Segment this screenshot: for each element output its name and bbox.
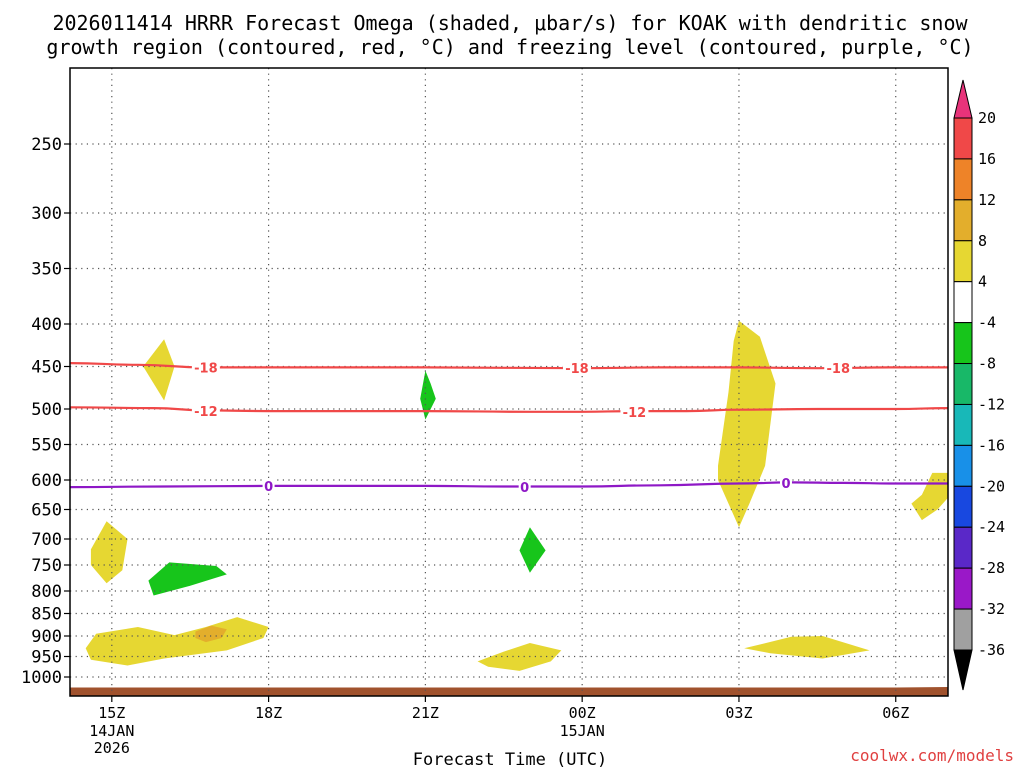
source-credit: coolwx.com/models [850, 746, 1014, 765]
x-axis-label: Forecast Time (UTC) [413, 750, 607, 768]
colorbar-label: -28 [978, 559, 1005, 577]
y-tick-label: 600 [31, 471, 62, 491]
colorbar-label: -24 [978, 518, 1005, 536]
omega-pos-8-12 [195, 625, 227, 643]
freezing-level-label: 0 [781, 477, 790, 492]
omega-neg-4-8 [148, 562, 227, 596]
omega-neg-4-8 [519, 527, 546, 573]
colorbar-label: 12 [978, 191, 996, 209]
colorbar-segment [953, 117, 973, 160]
dgz-minus-18-label: -18 [565, 362, 589, 377]
omega-pos-4-8 [143, 339, 175, 401]
colorbar-segment [953, 608, 973, 651]
colorbar-label: -4 [978, 314, 996, 332]
omega-pos-4-8 [718, 320, 776, 528]
y-tick-label: 700 [31, 530, 62, 550]
dgz-minus-12-label-bg [620, 404, 649, 419]
colorbar-label: -12 [978, 395, 1005, 413]
colorbar-label: 8 [978, 232, 987, 250]
omega-pos-4-8 [744, 636, 870, 659]
x-tick-label: 18Z [255, 704, 282, 722]
y-tick-label: 800 [31, 582, 62, 602]
dgz-minus-12-label: -12 [194, 405, 218, 420]
colorbar-segment [953, 363, 973, 405]
omega-neg-4-8 [420, 370, 436, 420]
colorbar-label: -20 [978, 477, 1005, 495]
omega-pos-4-8 [911, 472, 948, 521]
plot-contents: -18 -18 -18 -12 -12 0 0 0 [70, 68, 948, 696]
x-tick-label: 15Z [98, 704, 125, 722]
colorbar-segment [953, 403, 973, 446]
colorbar-segment [953, 240, 973, 283]
colorbar-segment [953, 158, 973, 201]
dgz-minus-18-label: -18 [194, 361, 218, 376]
x-tick-label: 21Z [412, 704, 439, 722]
y-tick-label: 450 [31, 358, 62, 378]
colorbar-label: -8 [978, 355, 996, 373]
freezing-level-label-bg [262, 478, 275, 493]
y-tick-label: 900 [31, 627, 62, 647]
colorbar-top-arrow [953, 79, 973, 119]
colorbar-label: 4 [978, 273, 987, 291]
x-tick-sublabel: 14JAN [89, 722, 134, 740]
x-tick-label: 00Z [569, 704, 596, 722]
plot-frame [69, 67, 949, 697]
colorbar-segment [953, 444, 973, 487]
omega-pos-4-8 [85, 617, 269, 666]
freezing-level-label: 0 [264, 480, 273, 495]
colorbar-segment [953, 526, 973, 569]
y-tick-label: 950 [31, 648, 62, 668]
colorbar-segment [953, 567, 973, 610]
y-tick-label: 850 [31, 605, 62, 625]
x-tick-label: 06Z [882, 704, 909, 722]
y-tick-label: 300 [31, 204, 62, 224]
colorbar-segment [953, 199, 973, 242]
y-tick-label: 500 [31, 400, 62, 420]
colorbar-segment [953, 485, 973, 528]
x-tick-sublabel: 15JAN [560, 722, 605, 740]
y-tick-label: 550 [31, 436, 62, 456]
colorbar-label: -16 [978, 436, 1005, 454]
y-tick-label: 350 [31, 260, 62, 280]
colorbar-label: -36 [978, 641, 1005, 659]
chart-title-line-2: growth region (contoured, red, °C) and f… [46, 35, 973, 59]
x-tick-sublabel: 2026 [94, 739, 130, 757]
colorbar-label: -32 [978, 600, 1005, 618]
y-tick-label: 650 [31, 501, 62, 521]
omega-pos-4-8 [90, 521, 128, 584]
y-tick-label: 400 [31, 315, 62, 335]
dgz-minus-18-label-bg [191, 360, 220, 375]
colorbar-segment [953, 281, 973, 324]
dgz-minus-12-label: -12 [623, 406, 647, 421]
chart-title-line-1: 2026011414 HRRR Forecast Omega (shaded, … [52, 11, 968, 35]
plot-area: -18 -18 -18 -12 -12 0 0 0 250 300 350 400 450 500 550 6… [21, 67, 949, 757]
dgz-minus-18-label-bg [824, 361, 853, 376]
dgz-minus-18-label-bg [562, 361, 591, 376]
colorbar-label: 20 [978, 109, 996, 127]
colorbar-bottom-arrow [953, 649, 973, 691]
colorbar-segment [953, 322, 973, 365]
x-tick-label: 03Z [725, 704, 752, 722]
colorbar: 20 16 12 8 4 -4 -8 -12 -16 -20 -24 -28 -32 -36 [953, 79, 1005, 691]
colorbar-label: 16 [978, 150, 996, 168]
y-tick-label: 250 [31, 135, 62, 155]
y-tick-label: 1000 [21, 668, 62, 688]
freezing-level-label: 0 [520, 481, 529, 496]
surface-terrain [70, 687, 948, 696]
dgz-minus-18-label: -18 [827, 362, 851, 377]
freezing-level-label-bg [779, 475, 792, 490]
omega-pos-4-8 [477, 643, 562, 671]
freezing-level-line [70, 481, 948, 489]
freezing-level-label-bg [518, 480, 531, 495]
dgz-minus-12-label-bg [191, 404, 220, 419]
y-tick-label: 750 [31, 556, 62, 576]
